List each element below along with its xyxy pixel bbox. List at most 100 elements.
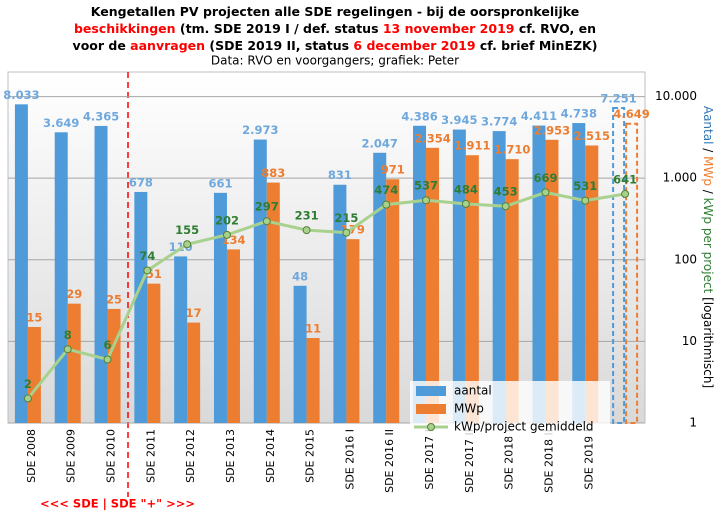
y-tick-label: 100 bbox=[674, 252, 697, 266]
line-point bbox=[222, 230, 231, 239]
x-tick-label: SDE 2017 I bbox=[423, 429, 436, 490]
x-tick-label: SDE 2008 bbox=[25, 429, 38, 483]
line-value-label: 6 bbox=[104, 338, 112, 352]
bar bbox=[266, 182, 280, 423]
bar-value-label: 971 bbox=[381, 163, 405, 177]
line-value-label: 537 bbox=[414, 179, 438, 193]
y-axis-label: Aantal / MWp / kWp per project [logarith… bbox=[702, 106, 716, 388]
line-point bbox=[262, 217, 271, 226]
bar-value-label: 2.515 bbox=[574, 129, 610, 143]
bar-value-label: 678 bbox=[129, 175, 153, 189]
x-tick-label: SDE 2016 II bbox=[383, 429, 396, 493]
bar bbox=[532, 125, 546, 423]
bar bbox=[572, 123, 586, 424]
x-tick-label: SDE 2018 I bbox=[503, 429, 516, 490]
line-point bbox=[422, 196, 431, 205]
line-point bbox=[541, 188, 550, 197]
legend-swatch bbox=[416, 404, 446, 414]
bar-value-label: 4.386 bbox=[401, 109, 437, 123]
bar bbox=[174, 256, 188, 423]
line-point bbox=[382, 200, 391, 209]
title-part: cf. RVO, en bbox=[514, 21, 596, 36]
era-annotation: <<< SDE | SDE "+" >>> bbox=[40, 497, 195, 511]
y-tick-label: 10 bbox=[682, 334, 697, 348]
title-part: 6 december 2019 bbox=[353, 38, 475, 53]
line-point bbox=[342, 228, 351, 237]
line-point bbox=[143, 266, 152, 275]
y-label-part: kWp per project bbox=[702, 198, 716, 294]
legend-swatch bbox=[416, 386, 446, 396]
bar bbox=[253, 139, 267, 423]
chart-title: voor de aanvragen (SDE 2019 II, status 6… bbox=[73, 38, 598, 53]
x-tick-label: SDE 2019 I bbox=[582, 429, 595, 490]
line-value-label: 74 bbox=[139, 249, 155, 263]
bar-value-label: 661 bbox=[208, 176, 232, 190]
bar bbox=[465, 155, 479, 424]
bar bbox=[413, 125, 427, 423]
x-tick-label: SDE 2014 bbox=[264, 429, 277, 483]
title-part: 13 november 2019 bbox=[383, 21, 515, 36]
bar bbox=[293, 285, 307, 423]
line-value-label: 202 bbox=[215, 213, 239, 227]
y-label-part: [logarithmisch] bbox=[702, 293, 716, 388]
x-tick-label: SDE 2009 bbox=[65, 429, 78, 483]
bar bbox=[14, 104, 28, 423]
line-value-label: 155 bbox=[175, 223, 199, 237]
bar bbox=[54, 132, 68, 424]
bar bbox=[426, 147, 440, 424]
bar bbox=[94, 125, 108, 423]
line-point bbox=[103, 355, 112, 364]
bar-value-label: 1.911 bbox=[454, 139, 490, 153]
legend-swatch bbox=[427, 423, 435, 431]
bar-value-label: 831 bbox=[328, 168, 352, 182]
bar-value-label: 4.365 bbox=[83, 109, 119, 123]
bar-value-label: 29 bbox=[66, 287, 82, 301]
bar bbox=[492, 131, 506, 423]
y-tick-label: 10.000 bbox=[655, 89, 697, 103]
bar-value-label: 48 bbox=[292, 269, 308, 283]
x-tick-label: SDE 2011 bbox=[144, 429, 157, 483]
line-point bbox=[461, 199, 470, 208]
bar bbox=[67, 303, 81, 423]
bar bbox=[333, 184, 347, 423]
x-tick-label: SDE 2015 bbox=[304, 429, 317, 483]
bar bbox=[452, 129, 466, 423]
title-part: aanvragen bbox=[130, 38, 205, 53]
line-value-label: 215 bbox=[334, 211, 358, 225]
bar bbox=[386, 179, 400, 423]
bar bbox=[147, 283, 161, 423]
bar-value-label: 2.354 bbox=[414, 131, 450, 145]
line-value-label: 453 bbox=[494, 185, 518, 199]
line-value-label: 641 bbox=[613, 172, 637, 186]
line-point bbox=[621, 189, 630, 198]
bar-value-label: 4.649 bbox=[613, 107, 649, 121]
bar bbox=[226, 249, 240, 423]
title-part: cf. brief MinEZK) bbox=[476, 38, 598, 53]
line-value-label: 484 bbox=[454, 182, 478, 196]
bar bbox=[346, 239, 360, 423]
y-label-part: / bbox=[702, 144, 716, 156]
y-label-part: Aantal bbox=[702, 106, 716, 145]
line-point bbox=[23, 394, 32, 403]
x-tick-label: SDE 2018 II bbox=[542, 429, 555, 493]
bar-value-label: 7.251 bbox=[600, 91, 636, 105]
bar-value-label: 1.710 bbox=[494, 143, 530, 157]
bar-value-label: 883 bbox=[261, 166, 285, 180]
y-label-part: / bbox=[702, 186, 716, 198]
bar bbox=[612, 106, 626, 424]
bar-value-label: 2.953 bbox=[534, 123, 570, 137]
bar bbox=[27, 327, 41, 423]
line-point bbox=[581, 196, 590, 205]
title-part: voor de bbox=[73, 38, 131, 53]
x-tick-label: SDE 2016 I bbox=[343, 429, 356, 490]
title-part: beschikkingen bbox=[74, 21, 176, 36]
y-tick-label: 1 bbox=[689, 416, 697, 430]
line-value-label: 531 bbox=[573, 179, 597, 193]
line-value-label: 474 bbox=[374, 183, 398, 197]
bar-value-label: 25 bbox=[106, 292, 122, 306]
bar bbox=[306, 338, 320, 423]
bar-value-label: 3.649 bbox=[43, 116, 79, 130]
legend-label: MWp bbox=[454, 402, 484, 416]
bar bbox=[585, 145, 599, 423]
bar-value-label: 4.738 bbox=[561, 107, 597, 121]
